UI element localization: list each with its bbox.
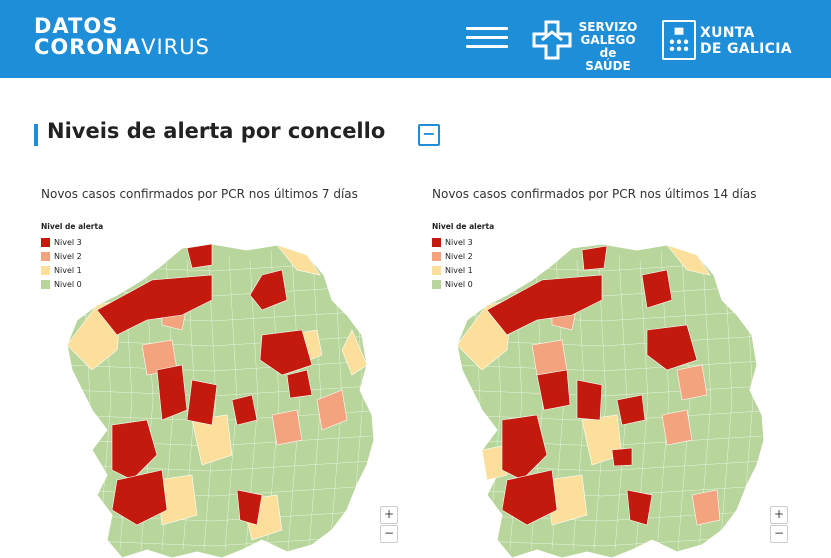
sergas-logo[interactable]: SERVIZO GALEGO de SAÚDE bbox=[532, 20, 642, 73]
municipality-border bbox=[456, 535, 763, 547]
municipality-border bbox=[456, 260, 763, 272]
municipality-nivel3[interactable] bbox=[96, 274, 213, 336]
municipality-nivel3[interactable] bbox=[286, 369, 313, 399]
municipality-border bbox=[350, 254, 364, 551]
legend-item-nivel2: Nivel 2 bbox=[41, 249, 103, 263]
datos-coronavirus-logo[interactable]: DATOS CORONAVIRUS bbox=[34, 16, 210, 58]
sergas-text: SERVIZO GALEGO de SAÚDE bbox=[578, 20, 638, 73]
legend-item-nivel2: Nivel 2 bbox=[432, 249, 494, 263]
sergas-cross-icon bbox=[532, 20, 572, 60]
municipality-border bbox=[456, 385, 763, 397]
legend-item-nivel3: Nivel 3 bbox=[41, 235, 103, 249]
map-7-days-title: Novos casos confirmados por PCR nos últi… bbox=[41, 187, 358, 201]
legend-item-nivel0: Nivel 0 bbox=[432, 277, 494, 291]
xunta-text: XUNTA DE GALICIA bbox=[700, 25, 792, 57]
map-7-days[interactable] bbox=[62, 240, 382, 558]
title-accent-bar bbox=[34, 124, 38, 146]
legend-item-nivel1: Nivel 1 bbox=[41, 263, 103, 277]
municipality-nivel1[interactable] bbox=[191, 414, 233, 466]
municipality-nivel3[interactable] bbox=[611, 447, 633, 467]
logo-line1: DATOS bbox=[34, 14, 119, 38]
municipality-nivel3[interactable] bbox=[576, 379, 603, 421]
xunta-logo[interactable]: XUNTA DE GALICIA bbox=[662, 20, 792, 62]
municipality-border bbox=[456, 360, 763, 372]
municipality-nivel3[interactable] bbox=[501, 469, 558, 526]
municipality-nivel2[interactable] bbox=[661, 409, 693, 446]
municipality-border bbox=[740, 254, 754, 551]
municipality-nivel1[interactable] bbox=[481, 444, 508, 481]
municipality-nivel1[interactable] bbox=[666, 244, 711, 276]
municipality-nivel2[interactable] bbox=[691, 489, 721, 526]
municipality-border bbox=[77, 249, 91, 551]
municipality-nivel2[interactable] bbox=[316, 389, 348, 431]
municipality-nivel2[interactable] bbox=[271, 409, 303, 446]
municipality-nivel3[interactable] bbox=[486, 274, 603, 336]
municipality-nivel3[interactable] bbox=[236, 489, 263, 526]
collapse-button[interactable]: − bbox=[418, 124, 440, 146]
municipality-nivel1[interactable] bbox=[276, 244, 321, 276]
municipality-nivel3[interactable] bbox=[111, 419, 158, 481]
section-title: Niveis de alerta por concello bbox=[47, 119, 386, 143]
legend-item-nivel1: Nivel 1 bbox=[432, 263, 494, 277]
logo-line2: CORONAVIRUS bbox=[34, 35, 210, 59]
municipality-border bbox=[66, 260, 373, 272]
map-14-days-title: Novos casos confirmados por PCR nos últi… bbox=[432, 187, 757, 201]
legend-item-nivel3: Nivel 3 bbox=[432, 235, 494, 249]
municipality-nivel2[interactable] bbox=[676, 364, 708, 401]
municipality-border bbox=[66, 360, 373, 372]
municipality-nivel3[interactable] bbox=[249, 269, 288, 311]
municipality-nivel3[interactable] bbox=[111, 469, 168, 526]
municipality-border bbox=[287, 254, 301, 551]
map-14-days[interactable] bbox=[452, 240, 772, 558]
legend-title: Nivel de alerta bbox=[41, 222, 104, 231]
municipality-nivel3[interactable] bbox=[156, 364, 188, 421]
map-7-days-legend: Nivel de alerta Nivel 3 Nivel 2 Nivel 1 … bbox=[41, 222, 103, 291]
map-14-days-zoom-in-button[interactable]: + bbox=[770, 506, 788, 524]
map-7-days-zoom-out-button[interactable]: − bbox=[380, 525, 398, 543]
legend-title: Nivel de alerta bbox=[432, 222, 495, 231]
municipality-nivel3[interactable] bbox=[641, 269, 673, 309]
municipality-nivel3[interactable] bbox=[186, 243, 213, 269]
municipality-nivel3[interactable] bbox=[646, 324, 698, 371]
legend-item-nivel0: Nivel 0 bbox=[41, 277, 103, 291]
municipality-nivel3[interactable] bbox=[259, 329, 313, 376]
municipality-nivel3[interactable] bbox=[626, 489, 653, 526]
municipality-border bbox=[677, 254, 691, 551]
municipality-nivel1[interactable] bbox=[341, 329, 368, 376]
municipality-nivel2[interactable] bbox=[531, 339, 568, 376]
municipality-nivel3[interactable] bbox=[186, 379, 218, 426]
municipality-nivel3[interactable] bbox=[581, 245, 608, 271]
top-header: DATOS CORONAVIRUS SERVIZO GALEGO de SAÚD… bbox=[0, 0, 831, 78]
municipality-nivel3[interactable] bbox=[616, 394, 646, 426]
municipality-nivel3[interactable] bbox=[536, 369, 571, 411]
municipality-border bbox=[719, 249, 733, 551]
hamburger-icon[interactable] bbox=[466, 24, 508, 52]
municipality-border bbox=[66, 510, 373, 522]
map-7-days-zoom-in-button[interactable]: + bbox=[380, 506, 398, 524]
xunta-crest-icon bbox=[662, 20, 696, 60]
map-14-days-zoom-out-button[interactable]: − bbox=[770, 525, 788, 543]
municipality-border bbox=[467, 249, 481, 551]
municipality-nivel3[interactable] bbox=[231, 394, 258, 426]
municipality-border bbox=[66, 535, 373, 547]
municipality-nivel3[interactable] bbox=[501, 414, 548, 481]
map-14-days-legend: Nivel de alerta Nivel 3 Nivel 2 Nivel 1 … bbox=[432, 222, 494, 291]
